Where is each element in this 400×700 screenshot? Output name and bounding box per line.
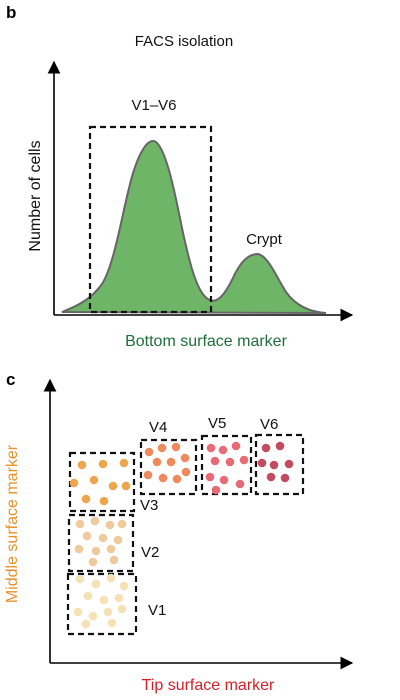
gate-v4-box [139,438,198,496]
cell-dot [166,457,176,467]
cell-dot [266,472,276,482]
cell-dot [269,460,279,470]
cell-dot [218,445,228,455]
gate-v4-label: V4 [149,419,167,436]
gate-v1-box [66,572,138,636]
gate-v6-label: V6 [260,416,278,433]
cell-dot [144,447,154,457]
panel-b: b FACS isolation V1–V6 Crypt Number of c… [6,3,354,350]
cell-dot [158,473,168,483]
cell-dot [89,475,99,485]
cell-dot [119,581,129,591]
gate-box-v1-v6 [88,125,213,314]
gate-v6-box [254,433,305,496]
panel-c: c Middle surface marker Tip surface mark… [4,370,354,694]
cell-dot [108,481,118,491]
cell-dot [106,544,116,554]
cell-dot [74,544,84,554]
cell-dot [117,604,127,614]
cell-dot [119,458,129,468]
cell-dot [75,574,85,584]
cell-dot [152,457,162,467]
cell-dot [99,595,109,605]
cell-dot [109,555,119,565]
cell-dot [82,531,92,541]
panel-b-x-label: Bottom surface marker [125,333,288,350]
cell-dot [180,453,190,463]
cell-dot [143,470,153,480]
cell-dot [99,496,109,506]
cell-dot [284,459,294,469]
cell-dot [257,458,267,468]
cell-dot [81,494,91,504]
cell-dot [210,456,220,466]
peak-label-crypt: Crypt [246,231,283,248]
cell-dot [261,443,271,453]
cell-dot [275,441,285,451]
gate-v5-box [200,434,253,496]
histogram-curve [61,140,327,314]
panel-b-letter: b [6,3,16,22]
cell-dot [90,516,100,526]
cell-dot [113,535,123,545]
cell-dot [73,607,83,617]
panel-b-y-label: Number of cells [27,140,44,251]
cell-dot [280,473,290,483]
gate-v1: V1 [66,572,166,636]
cell-dot [75,519,85,529]
cell-dot [206,443,216,453]
cell-dot [219,475,229,485]
gate-v5-label: V5 [208,415,226,432]
cell-dot [88,611,98,621]
cell-dot [205,472,215,482]
cell-dot [181,467,191,477]
cell-dot [211,485,221,495]
panel-c-x-label: Tip surface marker [142,677,275,694]
cell-dot [171,442,181,452]
gate-v2-box [67,513,135,573]
cell-dot [239,455,249,465]
cell-dot [231,441,241,451]
cell-dot [91,546,101,556]
cell-dot [172,474,182,484]
gate-v3-label: V3 [140,497,158,514]
gate-v4: V4 [139,419,198,496]
gate-v2: V2 [67,513,159,573]
cell-dot [98,533,108,543]
cell-dot [98,459,108,469]
cell-dot [121,481,131,491]
cell-dot [225,457,235,467]
cell-dot [114,593,124,603]
cell-dot [107,618,117,628]
gate-v6: V6 [254,416,305,496]
cell-dot [106,573,116,583]
gate-v1-label: V1 [148,602,166,619]
cell-dot [88,557,98,567]
cell-dot [69,478,79,488]
gate-label-v1-v6: V1–V6 [131,97,176,114]
cell-dot [117,519,127,529]
cell-dot [235,479,245,489]
cell-dots [69,441,294,629]
cell-dot [157,443,167,453]
panel-c-y-label: Middle surface marker [4,444,21,603]
cell-dot [77,460,87,470]
gate-v2-label: V2 [141,544,159,561]
panel-c-letter: c [6,370,15,389]
panel-b-title: FACS isolation [135,33,233,50]
gate-v5: V5 [200,415,253,496]
cell-dot [103,607,113,617]
cell-dot [91,579,101,589]
cell-dot [105,520,115,530]
cell-dot [83,591,93,601]
cell-dot [81,619,91,629]
